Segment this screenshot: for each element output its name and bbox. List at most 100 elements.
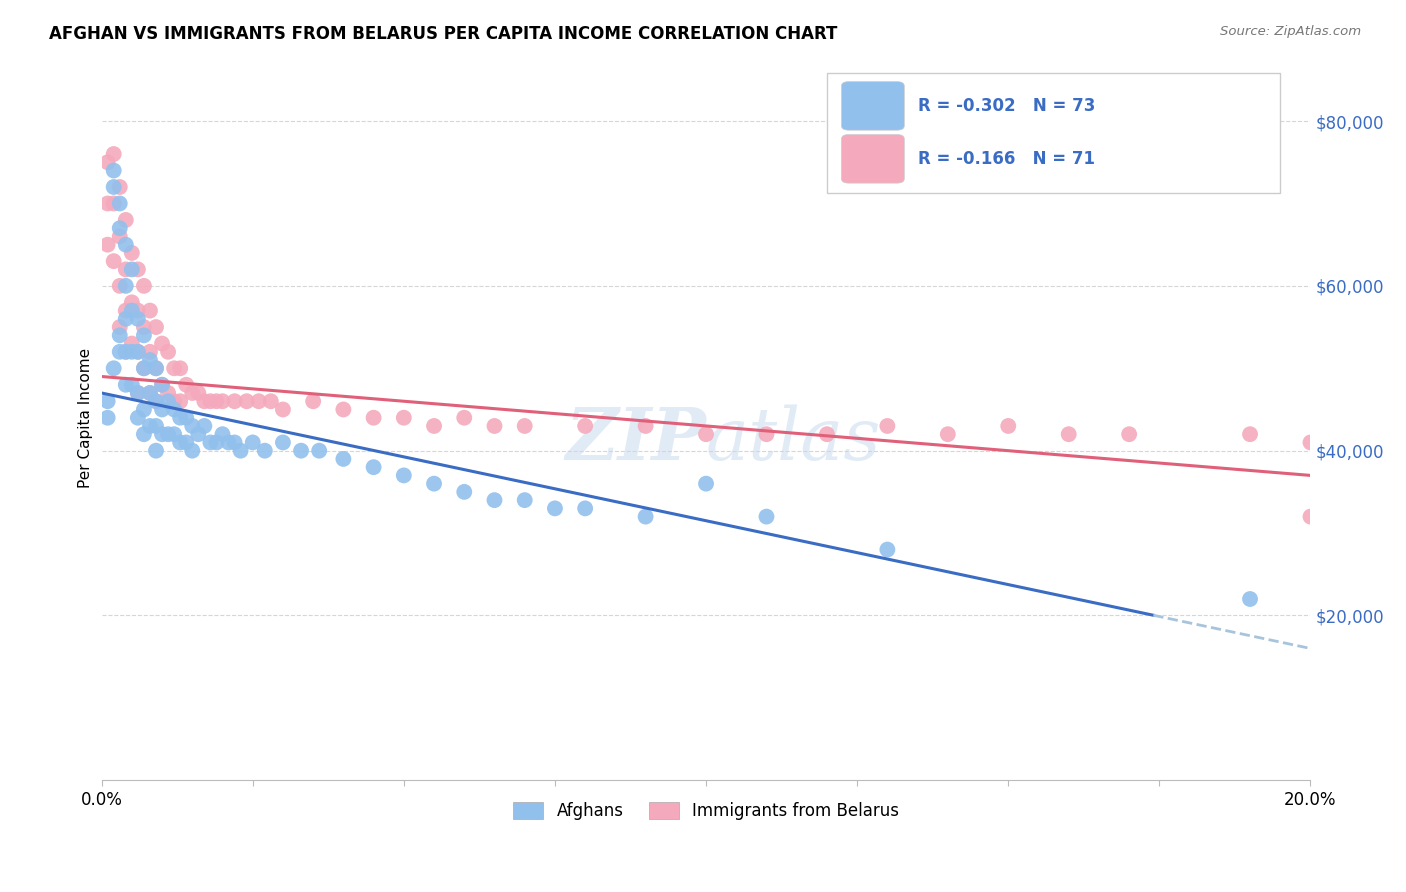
Point bbox=[163, 394, 186, 409]
Point bbox=[634, 419, 657, 434]
Point bbox=[815, 427, 838, 442]
Point bbox=[114, 262, 136, 277]
Point bbox=[169, 361, 191, 376]
Point bbox=[132, 427, 155, 442]
Point bbox=[132, 361, 155, 376]
Point bbox=[114, 278, 136, 293]
Point bbox=[139, 386, 162, 401]
Point bbox=[423, 419, 446, 434]
Point bbox=[127, 262, 149, 277]
Point bbox=[121, 303, 143, 318]
Point bbox=[121, 377, 143, 392]
Point bbox=[423, 476, 446, 491]
Point bbox=[363, 460, 385, 475]
Point bbox=[169, 394, 191, 409]
Point bbox=[157, 386, 180, 401]
Point bbox=[150, 377, 173, 392]
Point bbox=[181, 386, 204, 401]
Point bbox=[108, 278, 131, 293]
Point bbox=[127, 386, 149, 401]
FancyBboxPatch shape bbox=[827, 73, 1281, 193]
Point bbox=[271, 435, 294, 450]
Point bbox=[695, 427, 717, 442]
Point bbox=[97, 394, 120, 409]
Point bbox=[392, 468, 415, 483]
Point bbox=[181, 419, 204, 434]
Point bbox=[224, 394, 246, 409]
Point bbox=[247, 394, 270, 409]
Point bbox=[145, 361, 167, 376]
Point bbox=[121, 336, 143, 351]
Point bbox=[127, 303, 149, 318]
Point bbox=[145, 443, 167, 458]
Point bbox=[121, 262, 143, 277]
Point bbox=[103, 361, 125, 376]
Point bbox=[145, 320, 167, 334]
Point bbox=[139, 353, 162, 368]
Point bbox=[290, 443, 312, 458]
Point bbox=[139, 344, 162, 359]
Point bbox=[193, 394, 215, 409]
Point bbox=[332, 402, 354, 417]
Point bbox=[187, 427, 209, 442]
Point bbox=[484, 493, 506, 508]
Point bbox=[876, 542, 898, 557]
Point bbox=[218, 435, 240, 450]
Point bbox=[544, 501, 567, 516]
Point bbox=[103, 147, 125, 161]
Point bbox=[187, 386, 209, 401]
Point bbox=[1299, 435, 1322, 450]
Point bbox=[271, 402, 294, 417]
Point bbox=[513, 419, 536, 434]
Legend: Afghans, Immigrants from Belarus: Afghans, Immigrants from Belarus bbox=[506, 795, 905, 826]
Point bbox=[392, 410, 415, 425]
Point bbox=[114, 311, 136, 326]
Point bbox=[332, 451, 354, 466]
Text: R = -0.166   N = 71: R = -0.166 N = 71 bbox=[918, 150, 1095, 168]
Point bbox=[150, 336, 173, 351]
Point bbox=[103, 254, 125, 268]
Point bbox=[139, 419, 162, 434]
Point bbox=[108, 320, 131, 334]
Point bbox=[145, 361, 167, 376]
Text: AFGHAN VS IMMIGRANTS FROM BELARUS PER CAPITA INCOME CORRELATION CHART: AFGHAN VS IMMIGRANTS FROM BELARUS PER CA… bbox=[49, 25, 838, 43]
Point bbox=[150, 402, 173, 417]
Point bbox=[634, 509, 657, 524]
Point bbox=[108, 328, 131, 343]
Point bbox=[224, 435, 246, 450]
Point bbox=[108, 221, 131, 235]
Point bbox=[936, 427, 959, 442]
Point bbox=[108, 180, 131, 194]
Point bbox=[193, 419, 215, 434]
Point bbox=[97, 196, 120, 211]
Point bbox=[174, 377, 197, 392]
Point bbox=[127, 344, 149, 359]
Point bbox=[145, 394, 167, 409]
Point bbox=[108, 229, 131, 244]
Text: atlas: atlas bbox=[706, 404, 882, 475]
Point bbox=[103, 163, 125, 178]
Point bbox=[174, 410, 197, 425]
Point bbox=[211, 394, 233, 409]
Point bbox=[1299, 509, 1322, 524]
Point bbox=[145, 419, 167, 434]
Point bbox=[157, 344, 180, 359]
Text: R = -0.302   N = 73: R = -0.302 N = 73 bbox=[918, 97, 1095, 115]
Point bbox=[253, 443, 276, 458]
Point bbox=[97, 237, 120, 252]
Point bbox=[200, 394, 222, 409]
Point bbox=[169, 435, 191, 450]
Point bbox=[103, 196, 125, 211]
Point bbox=[157, 394, 180, 409]
Point bbox=[163, 402, 186, 417]
Point bbox=[308, 443, 330, 458]
Point bbox=[150, 427, 173, 442]
Point bbox=[103, 180, 125, 194]
Point bbox=[163, 427, 186, 442]
Point bbox=[114, 303, 136, 318]
Point bbox=[127, 311, 149, 326]
Point bbox=[205, 394, 228, 409]
Point bbox=[242, 435, 264, 450]
Text: Source: ZipAtlas.com: Source: ZipAtlas.com bbox=[1220, 25, 1361, 38]
Point bbox=[174, 435, 197, 450]
